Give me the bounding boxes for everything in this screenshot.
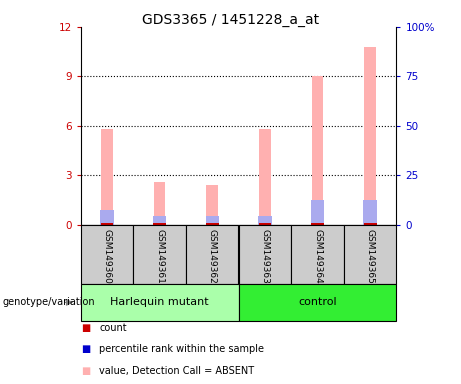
Bar <box>364 223 377 225</box>
Text: ■: ■ <box>81 366 90 376</box>
Bar <box>207 185 218 225</box>
Bar <box>100 210 114 225</box>
Bar <box>239 225 291 284</box>
Bar <box>239 284 396 321</box>
Bar <box>259 223 271 225</box>
Bar <box>81 225 133 284</box>
Text: GSM149360: GSM149360 <box>102 229 112 284</box>
Text: genotype/variation: genotype/variation <box>2 297 95 308</box>
Bar <box>186 225 238 284</box>
Bar <box>153 223 166 225</box>
Bar <box>206 215 219 225</box>
Bar <box>363 200 377 225</box>
Bar <box>259 129 271 225</box>
Bar <box>133 225 186 284</box>
Text: ■: ■ <box>81 323 90 333</box>
Text: percentile rank within the sample: percentile rank within the sample <box>99 344 264 354</box>
Text: GDS3365 / 1451228_a_at: GDS3365 / 1451228_a_at <box>142 13 319 27</box>
Text: GSM149363: GSM149363 <box>260 229 269 284</box>
Text: count: count <box>99 323 127 333</box>
Bar <box>81 284 239 321</box>
Bar <box>311 223 324 225</box>
Text: GSM149361: GSM149361 <box>155 229 164 284</box>
Bar <box>344 225 396 284</box>
Bar <box>101 129 113 225</box>
Bar <box>312 76 323 225</box>
Text: Harlequin mutant: Harlequin mutant <box>110 297 209 308</box>
Bar <box>153 215 166 225</box>
Bar <box>364 46 376 225</box>
Text: ■: ■ <box>81 344 90 354</box>
Bar <box>311 200 324 225</box>
Text: value, Detection Call = ABSENT: value, Detection Call = ABSENT <box>99 366 254 376</box>
Bar <box>154 182 165 225</box>
Text: GSM149364: GSM149364 <box>313 229 322 284</box>
Bar <box>100 223 113 225</box>
Bar <box>206 223 219 225</box>
Text: control: control <box>298 297 337 308</box>
Bar <box>258 217 272 225</box>
Bar <box>291 225 343 284</box>
Text: GSM149365: GSM149365 <box>366 229 375 284</box>
Text: GSM149362: GSM149362 <box>208 229 217 284</box>
